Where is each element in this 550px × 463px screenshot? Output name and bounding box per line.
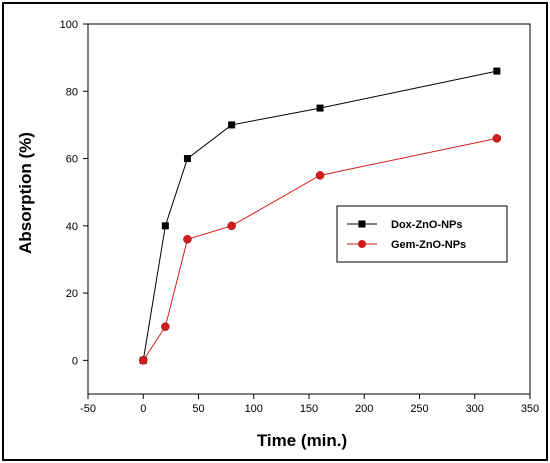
- x-tick-label: 250: [410, 403, 428, 415]
- x-tick-label: 50: [192, 403, 204, 415]
- x-tick-label: -50: [80, 403, 96, 415]
- x-tick-label: 350: [521, 403, 539, 415]
- data-point: [315, 171, 325, 180]
- y-tick-label: 80: [66, 86, 78, 98]
- y-tick-label: 40: [66, 221, 78, 233]
- data-point: [316, 104, 324, 112]
- y-tick-label: 60: [66, 154, 78, 166]
- legend-label: Gem-ZnO-NPs: [391, 239, 466, 251]
- data-point: [228, 121, 236, 129]
- data-point: [183, 155, 191, 163]
- data-point: [139, 356, 148, 365]
- legend-label: Dox-ZnO-NPs: [391, 219, 463, 231]
- legend-swatch-marker: [358, 240, 366, 248]
- x-tick-label: 100: [245, 403, 263, 415]
- y-tick-label: 100: [60, 19, 78, 31]
- data-point: [493, 67, 501, 75]
- y-tick-label: 20: [66, 288, 78, 300]
- legend-swatch-marker: [358, 220, 366, 228]
- axes: -50 0 50 100 150 200 250 300 350 0 20 40 60 80 100: [60, 19, 540, 415]
- data-point: [161, 322, 170, 331]
- data-point: [227, 221, 236, 231]
- y-tick-label: 0: [72, 355, 78, 367]
- y-axis-title: Absorption (%): [16, 132, 35, 254]
- legend: Dox-ZnO-NPs Gem-ZnO-NPs: [336, 205, 508, 263]
- x-axis-title: Time (min.): [257, 431, 347, 450]
- series-layer: [139, 67, 502, 365]
- x-tick-label: 300: [466, 403, 484, 415]
- series-line: [142, 70, 497, 361]
- data-point: [492, 134, 502, 143]
- x-tick-label: 0: [140, 403, 146, 415]
- x-tick-label: 200: [355, 403, 373, 415]
- data-point: [161, 222, 169, 230]
- series-line: [142, 137, 497, 361]
- x-tick-label: 150: [300, 403, 318, 415]
- legend-box: [336, 205, 508, 263]
- series-gem-zno-nps: [139, 134, 502, 365]
- data-point: [183, 235, 192, 244]
